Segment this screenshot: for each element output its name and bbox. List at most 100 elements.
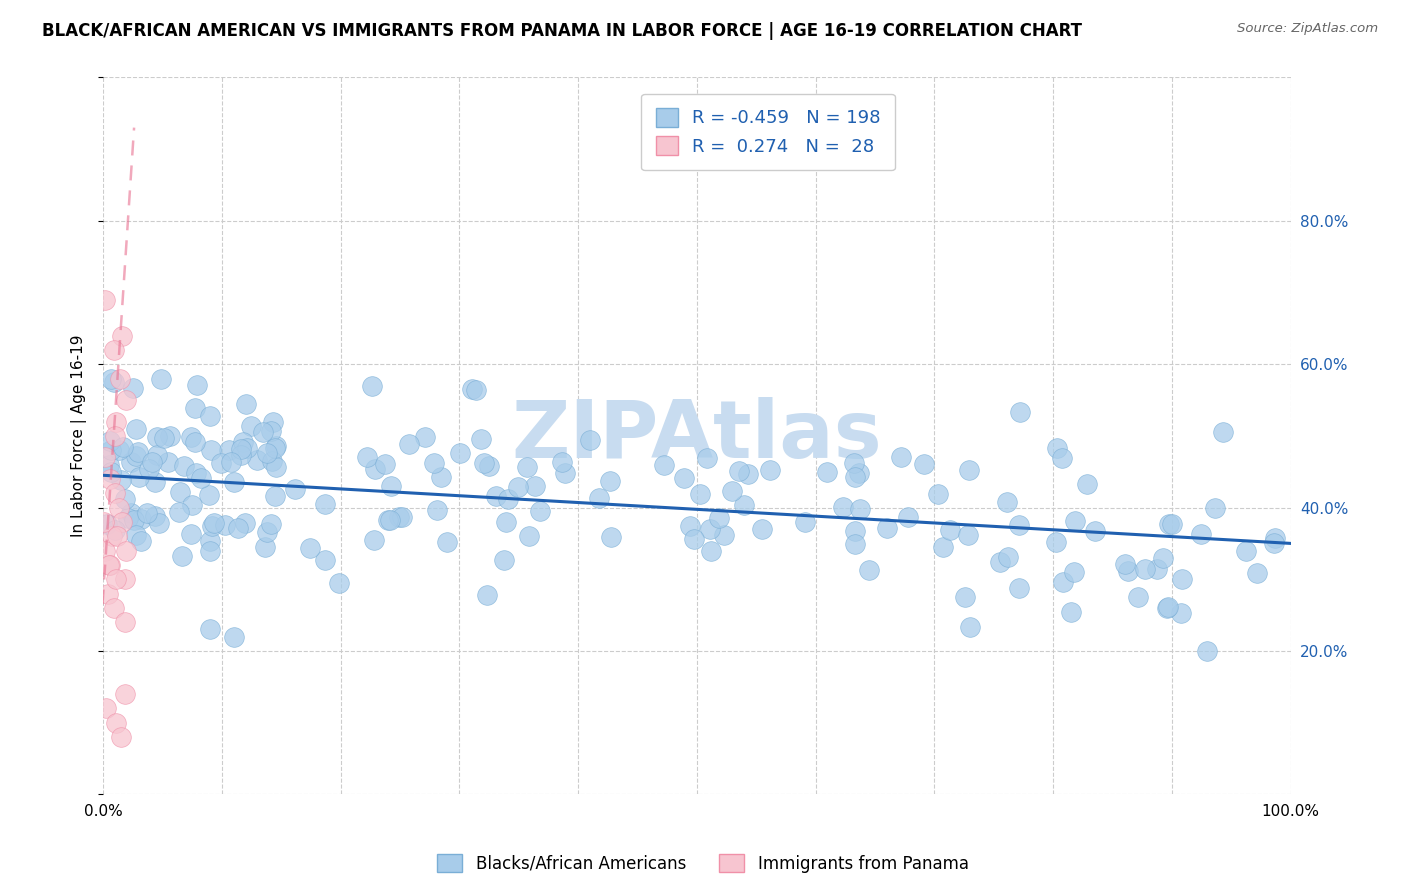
Point bbox=[214, 517, 236, 532]
Point bbox=[314, 497, 336, 511]
Point bbox=[959, 619, 981, 633]
Point bbox=[517, 528, 540, 542]
Point bbox=[105, 415, 128, 429]
Point bbox=[1116, 564, 1139, 578]
Legend: Blacks/African Americans, Immigrants from Panama: Blacks/African Americans, Immigrants fro… bbox=[430, 847, 976, 880]
Point bbox=[198, 543, 221, 558]
Point bbox=[1060, 605, 1083, 619]
Point bbox=[252, 425, 274, 439]
Point bbox=[231, 448, 253, 462]
Point bbox=[314, 553, 336, 567]
Point bbox=[107, 529, 129, 543]
Point bbox=[465, 383, 488, 397]
Point bbox=[110, 473, 132, 487]
Point bbox=[183, 434, 205, 449]
Point bbox=[956, 528, 979, 542]
Point bbox=[678, 518, 700, 533]
Point bbox=[713, 527, 735, 541]
Point bbox=[150, 371, 173, 385]
Point bbox=[599, 530, 621, 544]
Point bbox=[159, 429, 181, 443]
Point bbox=[226, 521, 249, 535]
Point bbox=[299, 541, 322, 555]
Point bbox=[1126, 591, 1149, 605]
Point bbox=[380, 513, 402, 527]
Point bbox=[262, 415, 284, 429]
Point bbox=[94, 450, 117, 465]
Point bbox=[494, 553, 516, 567]
Point bbox=[97, 558, 120, 572]
Point bbox=[1045, 534, 1067, 549]
Point bbox=[1161, 517, 1184, 532]
Point bbox=[682, 532, 704, 546]
Point bbox=[1170, 572, 1192, 586]
Point bbox=[1063, 514, 1085, 528]
Point bbox=[259, 516, 281, 531]
Point bbox=[114, 572, 136, 586]
Point bbox=[157, 455, 180, 469]
Point bbox=[997, 549, 1019, 564]
Point bbox=[363, 533, 385, 547]
Point bbox=[180, 527, 202, 541]
Point bbox=[148, 516, 170, 530]
Point bbox=[114, 615, 136, 630]
Point bbox=[100, 442, 122, 457]
Point bbox=[1133, 562, 1156, 576]
Point bbox=[170, 549, 193, 563]
Point bbox=[1170, 607, 1192, 621]
Point bbox=[256, 446, 278, 460]
Point bbox=[1084, 524, 1107, 538]
Point bbox=[146, 430, 169, 444]
Point bbox=[233, 516, 256, 531]
Point bbox=[844, 537, 866, 551]
Point bbox=[470, 432, 492, 446]
Point bbox=[699, 523, 721, 537]
Point bbox=[169, 485, 191, 500]
Point bbox=[111, 328, 134, 343]
Point bbox=[415, 430, 437, 444]
Point bbox=[1204, 500, 1226, 515]
Point bbox=[114, 491, 136, 506]
Point bbox=[100, 465, 122, 479]
Point bbox=[103, 343, 125, 357]
Point bbox=[114, 687, 136, 701]
Point bbox=[844, 470, 866, 484]
Point bbox=[815, 465, 838, 479]
Point bbox=[737, 467, 759, 482]
Point bbox=[108, 443, 131, 458]
Point bbox=[129, 511, 152, 525]
Point bbox=[957, 463, 980, 477]
Point bbox=[96, 517, 118, 532]
Point bbox=[93, 515, 115, 529]
Point bbox=[125, 450, 148, 464]
Point bbox=[104, 429, 127, 443]
Point bbox=[105, 572, 128, 586]
Point bbox=[876, 521, 898, 535]
Point bbox=[1197, 644, 1219, 658]
Point bbox=[472, 456, 495, 470]
Point bbox=[516, 459, 538, 474]
Point bbox=[599, 474, 621, 488]
Point bbox=[236, 441, 259, 455]
Point bbox=[377, 513, 399, 527]
Point bbox=[200, 443, 222, 458]
Point bbox=[264, 441, 287, 455]
Point bbox=[128, 469, 150, 483]
Point bbox=[262, 454, 284, 468]
Point bbox=[361, 378, 384, 392]
Point bbox=[842, 456, 865, 470]
Point bbox=[146, 448, 169, 462]
Point bbox=[97, 586, 120, 600]
Point bbox=[700, 544, 723, 558]
Point bbox=[506, 480, 529, 494]
Point bbox=[461, 382, 484, 396]
Point bbox=[579, 433, 602, 447]
Point bbox=[673, 471, 696, 485]
Point bbox=[1157, 600, 1180, 615]
Point bbox=[100, 371, 122, 385]
Point bbox=[104, 523, 127, 537]
Point bbox=[436, 534, 458, 549]
Point bbox=[200, 409, 222, 423]
Point bbox=[391, 510, 413, 524]
Point bbox=[222, 475, 245, 490]
